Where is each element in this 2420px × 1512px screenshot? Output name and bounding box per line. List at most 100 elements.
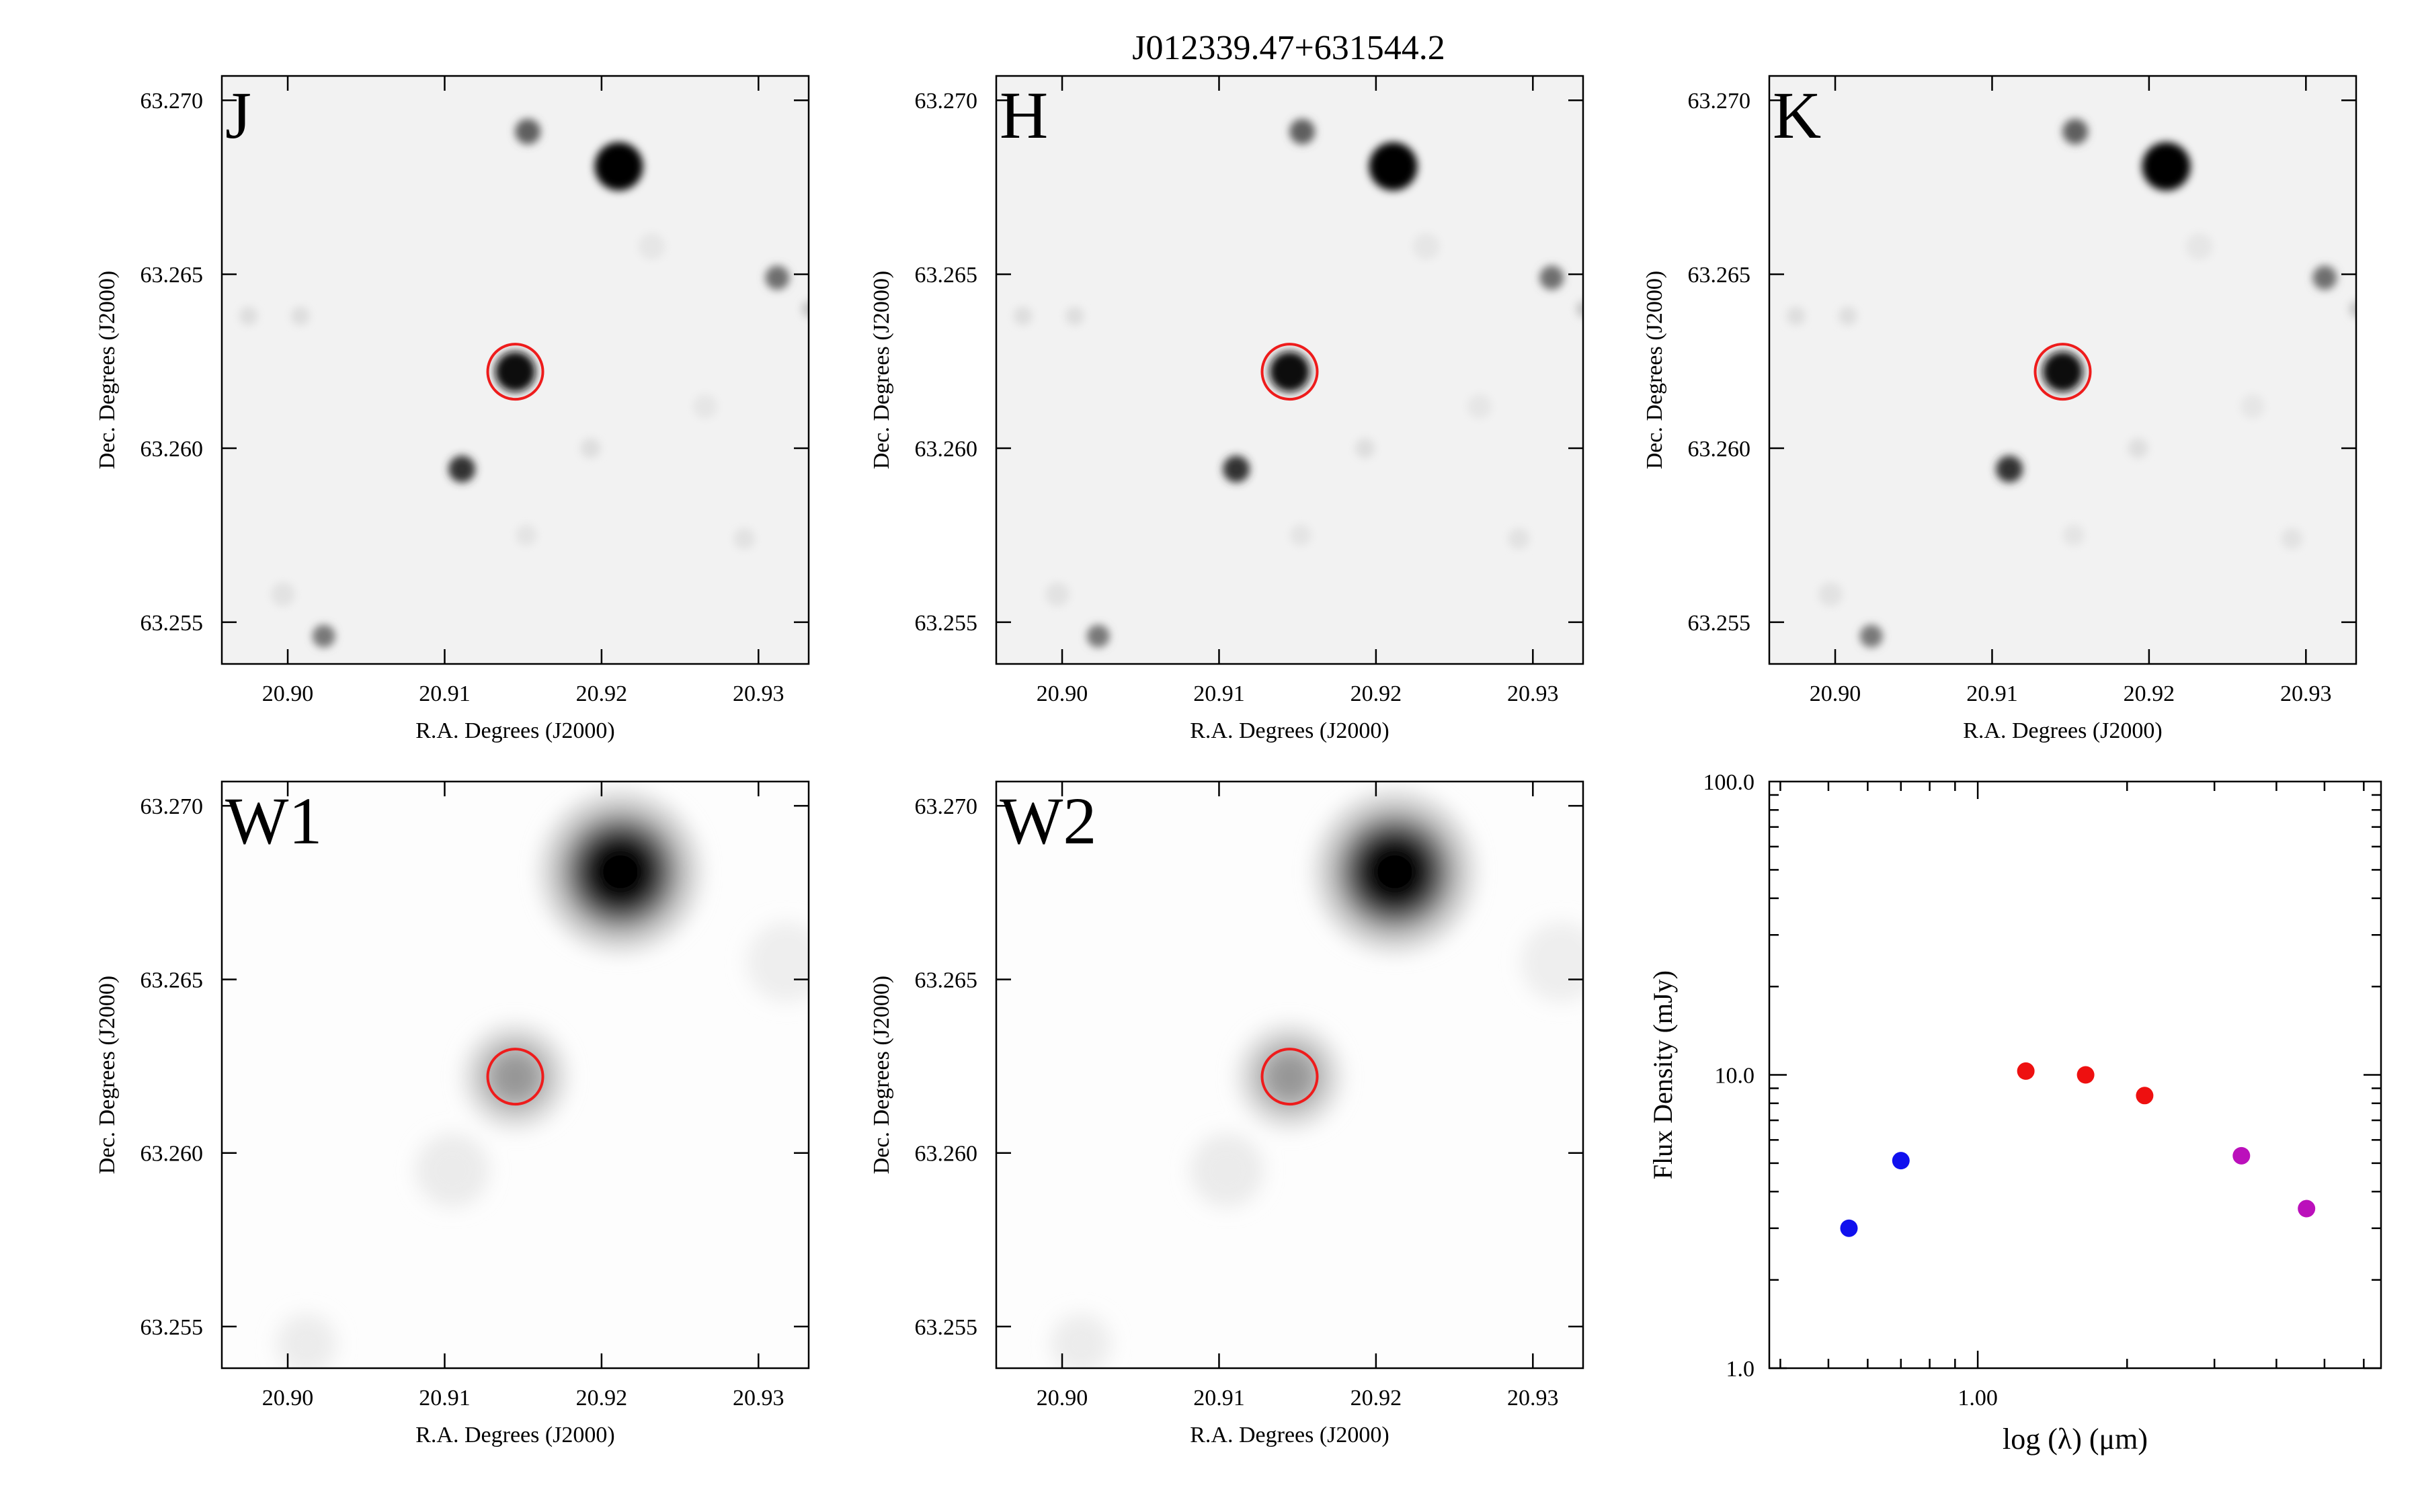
star-source	[1223, 456, 1250, 483]
y-axis-label: Flux Density (mJy)	[1648, 970, 1678, 1179]
star-source	[1045, 582, 1070, 607]
star-source	[290, 306, 310, 326]
y-tick-label: 63.270	[915, 794, 978, 819]
figure-title: J012339.47+631544.2	[1132, 29, 1445, 67]
star-source	[1266, 1053, 1314, 1101]
target-circle	[486, 343, 544, 401]
band-label: J	[225, 78, 251, 153]
star-source	[1818, 582, 1843, 607]
y-tick-label: 63.270	[140, 794, 204, 819]
y-tick-label: 63.260	[915, 1142, 978, 1167]
star-source	[1576, 300, 1583, 318]
star-source	[1086, 624, 1110, 648]
x-tick-label: 20.93	[1507, 1386, 1559, 1411]
x-tick-label: 20.92	[576, 1386, 628, 1411]
star-source	[1289, 118, 1316, 144]
target-circle	[486, 1048, 544, 1106]
y-tick-label: 63.260	[140, 1142, 204, 1167]
x-tick-label: 20.90	[1037, 1386, 1088, 1411]
star-source	[515, 524, 537, 546]
x-tick-label: 20.91	[1193, 681, 1245, 706]
sed-frame	[1768, 780, 2382, 1370]
sky-image	[996, 782, 1583, 1368]
star-source	[2042, 351, 2083, 392]
panel-w1: 20.90 20.91 20.92 20.93 63.255 63.260 63.265 63…	[95, 780, 810, 1447]
y-tick-label: 10.0	[1715, 1064, 1755, 1089]
y-tick-label: 63.255	[915, 611, 978, 636]
star-source	[1013, 306, 1033, 326]
panel-frame	[995, 75, 1584, 665]
star-source	[1786, 306, 1806, 326]
x-tick-label: 20.91	[419, 681, 471, 706]
x-tick-label: 20.90	[1037, 681, 1088, 706]
star-source	[746, 921, 809, 1003]
star-source	[1364, 841, 1425, 902]
star-source	[1539, 265, 1564, 290]
x-tick-label: 20.91	[1193, 1386, 1245, 1411]
y-tick-label: 1.0	[1726, 1357, 1755, 1382]
x-tick-label: 20.91	[419, 1386, 471, 1411]
panel-frame	[995, 780, 1584, 1370]
y-axis-label: Dec. Degrees (J2000)	[1642, 271, 1667, 470]
y-axis-label: Dec. Degrees (J2000)	[869, 271, 894, 470]
x-axis-label: R.A. Degrees (J2000)	[1190, 1423, 1389, 1447]
y-tick-label: 63.255	[140, 1315, 204, 1340]
y-tick-label: 63.255	[915, 1315, 978, 1340]
y-tick-label: 63.270	[140, 89, 204, 114]
sed-point-purple	[2232, 1146, 2251, 1165]
star-source	[1521, 921, 1583, 1003]
star-source	[2062, 118, 2089, 144]
target-circle	[2033, 343, 2092, 401]
y-tick-label: 63.270	[1688, 89, 1751, 114]
star-source	[239, 306, 258, 326]
star-source	[1065, 306, 1084, 326]
star-source	[1996, 456, 2023, 483]
star-source	[692, 394, 717, 419]
y-tick-label: 63.270	[915, 89, 978, 114]
y-tick-label: 63.260	[1688, 437, 1751, 462]
panel-k: 20.90 20.91 20.92 20.93 63.255 63.260 63.265 63…	[1642, 75, 2357, 743]
star-source	[1051, 1313, 1112, 1368]
star-source	[590, 841, 651, 902]
star-source	[2062, 524, 2085, 546]
star-source	[491, 1053, 539, 1101]
x-tick-label: 20.93	[733, 681, 784, 706]
y-axis-label: Dec. Degrees (J2000)	[95, 976, 120, 1175]
sed-point-blue	[1840, 1219, 1858, 1237]
star-source	[515, 118, 541, 144]
y-tick-label: 63.260	[140, 437, 204, 462]
y-tick-label: 63.265	[140, 263, 204, 288]
target-circle	[1260, 1048, 1319, 1106]
y-tick-label: 100.0	[1703, 770, 1755, 795]
star-source	[312, 624, 335, 648]
band-label: H	[1000, 78, 1048, 153]
star-source	[1412, 233, 1440, 260]
sed-point-blue	[1892, 1152, 1910, 1170]
band-label: W2	[1000, 784, 1096, 858]
panel-h: 20.90 20.91 20.92 20.93 63.255 63.260 63.265 63…	[869, 75, 1584, 743]
sed-point-purple	[2298, 1200, 2316, 1218]
star-source	[2281, 528, 2303, 550]
star-source	[271, 582, 296, 607]
star-source	[2128, 437, 2148, 458]
star-source	[1289, 524, 1312, 546]
y-tick-label: 63.255	[1688, 611, 1751, 636]
band-label: K	[1773, 78, 1821, 153]
y-tick-label: 63.265	[915, 263, 978, 288]
star-source	[415, 1133, 490, 1208]
star-source	[1859, 624, 1883, 648]
sky-image	[996, 76, 1583, 664]
star-source	[2185, 233, 2213, 260]
target-circle	[1260, 343, 1319, 401]
x-tick-label: 20.90	[1810, 681, 1861, 706]
x-tick-label: 20.92	[2124, 681, 2175, 706]
x-axis-label: R.A. Degrees (J2000)	[415, 1423, 615, 1447]
x-tick-label: 20.90	[262, 1386, 314, 1411]
star-source	[1190, 1133, 1264, 1208]
y-tick-label: 63.255	[140, 611, 204, 636]
panel-j: 20.90 20.91 20.92 20.93 63.255 63.260 63.265 63…	[95, 75, 810, 743]
star-source	[801, 300, 809, 318]
x-axis-label: log (λ) (μm)	[2003, 1423, 2148, 1456]
